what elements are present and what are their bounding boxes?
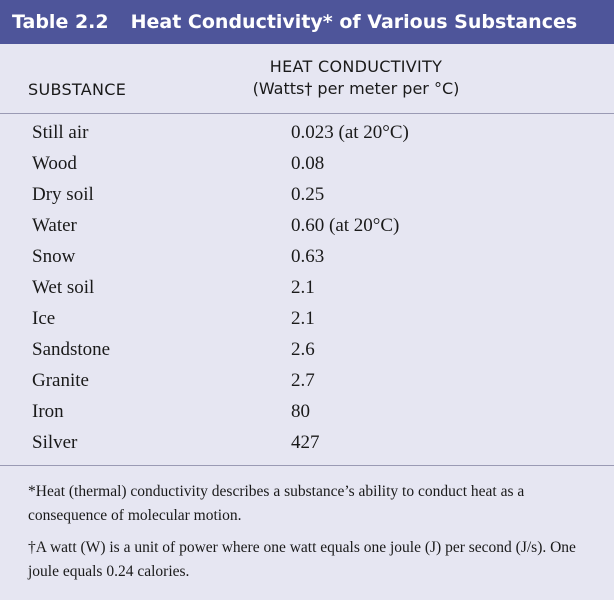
substance-cell: Wood	[32, 153, 77, 174]
table-number: Table 2.2	[12, 11, 109, 33]
conductivity-cell: 2.1	[291, 277, 315, 298]
header-conductivity-title: HEAT CONDUCTIVITY	[269, 57, 443, 76]
conductivity-cell: 0.63	[291, 246, 325, 267]
substance-cell: Ice	[32, 308, 56, 329]
header-divider	[0, 113, 614, 114]
footnote-watt: †A watt (W) is a unit of power where one…	[28, 539, 576, 580]
header-substance: SUBSTANCE	[28, 80, 127, 99]
substance-cell: Wet soil	[32, 277, 95, 298]
header-conductivity-unit: (Watts† per meter per °C)	[252, 79, 460, 98]
substance-cell: Sandstone	[32, 339, 111, 360]
conductivity-cell: 80	[291, 401, 310, 422]
conductivity-cell: 0.08	[291, 153, 325, 174]
table-row: Granite 2.7	[0, 365, 614, 396]
table-row: Wood 0.08	[0, 148, 614, 179]
footnote-conductivity: *Heat (thermal) conductivity describes a…	[28, 483, 525, 524]
table-row: Iron 80	[0, 396, 614, 427]
conductivity-cell: 427	[291, 432, 320, 453]
table-title: Heat Conductivity* of Various Substances	[130, 11, 578, 33]
header-conductivity: HEAT CONDUCTIVITY (Watts† per meter per …	[248, 56, 464, 100]
substance-cell: Dry soil	[32, 184, 94, 205]
table-row: Snow 0.63	[0, 241, 614, 272]
table-row: Ice 2.1	[0, 303, 614, 334]
substance-cell: Iron	[32, 401, 64, 422]
substance-cell: Water	[32, 215, 77, 236]
substance-cell: Snow	[32, 246, 76, 267]
conductivity-cell: 2.6	[291, 339, 315, 360]
table-row: Still air 0.023 (at 20°C)	[0, 117, 614, 148]
conductivity-cell: 0.60 (at 20°C)	[291, 215, 400, 236]
conductivity-cell: 0.023 (at 20°C)	[291, 122, 409, 143]
conductivity-cell: 2.1	[291, 308, 315, 329]
table-row: Wet soil 2.1	[0, 272, 614, 303]
table-row: Water 0.60 (at 20°C)	[0, 210, 614, 241]
table-title-bar: Table 2.2 Heat Conductivity* of Various S…	[0, 0, 614, 44]
table-row: Silver 427	[0, 427, 614, 458]
footnote-divider	[0, 465, 614, 466]
substance-cell: Granite	[32, 370, 89, 391]
table-row: Dry soil 0.25	[0, 179, 614, 210]
table-body: Still air 0.023 (at 20°C) Wood 0.08 Dry so…	[0, 117, 614, 458]
substance-cell: Still air	[32, 122, 89, 143]
conductivity-cell: 2.7	[291, 370, 315, 391]
table-row: Sandstone 2.6	[0, 334, 614, 365]
substance-cell: Silver	[32, 432, 78, 453]
table-header: SUBSTANCE HEAT CONDUCTIVITY (Watts† per …	[0, 52, 614, 110]
conductivity-cell: 0.25	[291, 184, 325, 205]
table-footnotes: *Heat (thermal) conductivity describes a…	[28, 480, 588, 592]
